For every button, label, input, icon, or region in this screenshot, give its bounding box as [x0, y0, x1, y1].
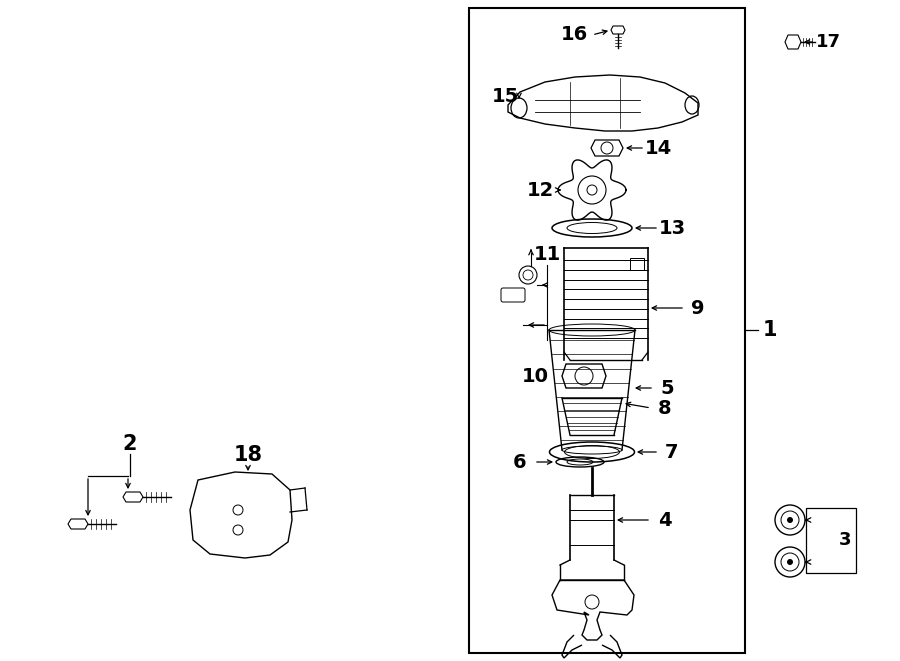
- Circle shape: [787, 559, 793, 565]
- Text: 11: 11: [534, 245, 561, 264]
- Bar: [469, 8, 745, 653]
- Text: 14: 14: [644, 139, 671, 157]
- Text: 5: 5: [661, 379, 674, 397]
- Text: 1: 1: [763, 320, 778, 340]
- Text: 8: 8: [658, 399, 671, 418]
- Text: 3: 3: [839, 531, 851, 549]
- Text: 2: 2: [122, 434, 137, 454]
- Bar: [630, 258, 644, 270]
- Text: 13: 13: [659, 219, 686, 237]
- Text: 7: 7: [665, 442, 679, 461]
- Text: 17: 17: [815, 33, 841, 51]
- Text: 9: 9: [691, 299, 705, 317]
- Text: 16: 16: [561, 26, 588, 44]
- Text: 4: 4: [658, 510, 671, 529]
- Bar: [806, 508, 856, 573]
- Circle shape: [787, 517, 793, 523]
- Text: 10: 10: [521, 366, 548, 385]
- Text: 6: 6: [513, 453, 526, 471]
- Text: 12: 12: [526, 180, 554, 200]
- Text: 18: 18: [233, 445, 263, 465]
- Text: 15: 15: [491, 87, 518, 106]
